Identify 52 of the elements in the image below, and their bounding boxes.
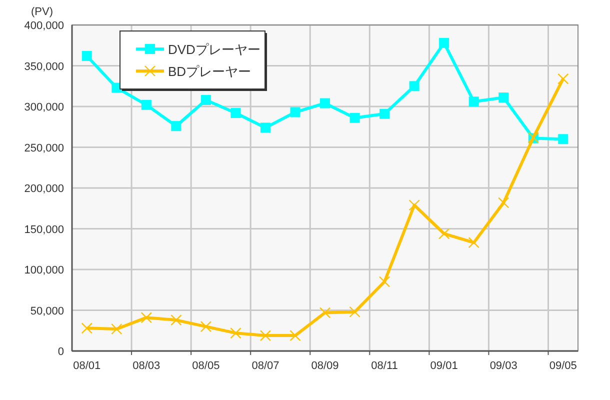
point	[290, 107, 300, 118]
point	[82, 50, 92, 61]
point	[200, 320, 212, 332]
y-tick-label: 50,000	[30, 305, 64, 318]
y-tick-label: 150,000	[24, 224, 64, 236]
point	[468, 237, 480, 248]
y-tick-label: 200,000	[24, 183, 64, 195]
point	[349, 306, 360, 318]
y-tick-label: 300,000	[24, 102, 64, 114]
x-tick-label: 08/09	[311, 360, 339, 372]
point	[230, 108, 241, 118]
x-tick-label: 09/01	[430, 360, 458, 372]
point	[140, 312, 152, 324]
x-tick-label: 09/03	[490, 360, 518, 372]
y-axis-title: (PV)	[31, 6, 53, 18]
point	[290, 330, 301, 342]
y-tick-label: 350,000	[24, 60, 64, 73]
x-tick-label: 08/11	[371, 360, 398, 372]
point	[171, 121, 182, 132]
x-tick-label: 08/05	[192, 360, 220, 372]
legend-label: DVDプレーヤー	[168, 42, 260, 57]
point	[558, 73, 569, 84]
point	[498, 197, 510, 208]
point	[320, 98, 330, 108]
point	[141, 100, 152, 110]
point	[558, 134, 568, 144]
point	[170, 314, 182, 326]
point	[409, 81, 420, 92]
point	[498, 92, 509, 103]
y-tick-label: 400,000	[24, 20, 64, 32]
x-tick-label: 08/07	[252, 360, 280, 372]
y-tick-label: 100,000	[24, 264, 64, 276]
point	[378, 276, 390, 288]
point	[438, 228, 450, 240]
point	[408, 200, 420, 211]
point	[468, 96, 479, 107]
point	[380, 108, 390, 119]
point	[111, 323, 122, 335]
legend-label: BDプレーヤー	[168, 64, 252, 79]
x-tick-label: 09/05	[549, 360, 577, 372]
x-tick-label: 08/01	[73, 360, 101, 372]
point	[81, 322, 92, 334]
x-tick-label: 08/03	[132, 360, 160, 372]
point	[439, 38, 450, 48]
y-tick-label: 0	[58, 346, 64, 358]
point	[260, 330, 272, 342]
point	[230, 327, 242, 339]
point	[319, 307, 331, 318]
point	[350, 112, 360, 123]
point	[260, 122, 270, 133]
point	[200, 94, 211, 105]
y-tick-label: 250,000	[24, 142, 64, 154]
